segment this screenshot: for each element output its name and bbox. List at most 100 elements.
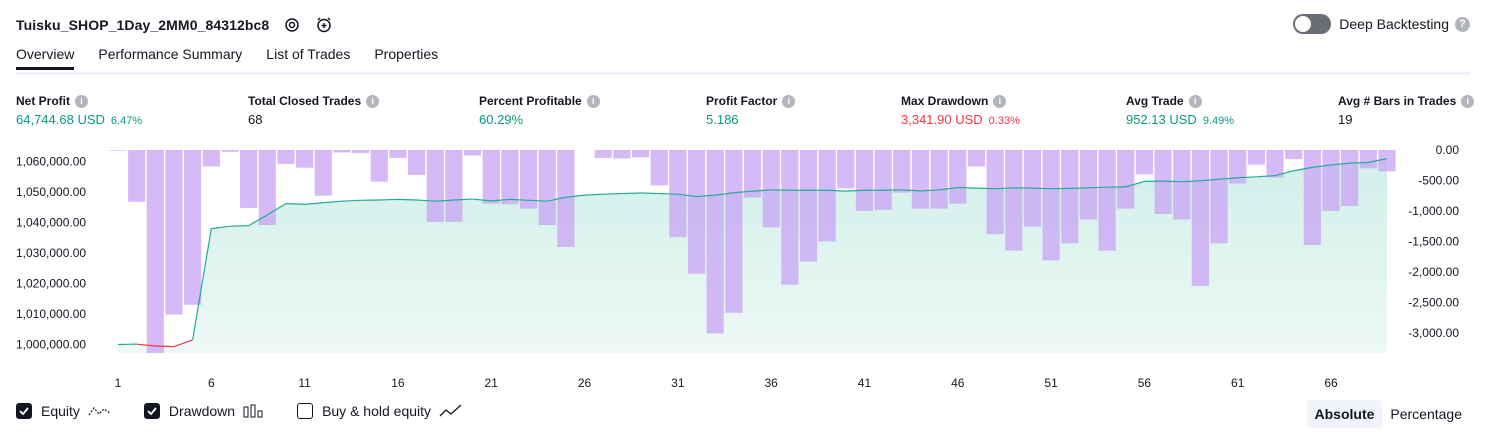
drawdown-bar (1341, 150, 1359, 207)
metric-total-closed-trades: Total Closed Trades i 68 (248, 94, 380, 127)
equity-line-segment (266, 203, 287, 216)
drawdown-bar (1173, 150, 1191, 220)
left-axis-tick-label: 1,000,000.00 (16, 337, 86, 351)
equity-line-segment (416, 199, 436, 202)
right-axis-tick-label: -1,500.00 (1408, 234, 1459, 248)
drawdown-bar (109, 150, 127, 151)
x-axis-tick-label: 66 (1324, 376, 1338, 390)
drawdown-bar (1042, 150, 1060, 261)
equity-line-segment (715, 192, 734, 196)
drawdown-bar (501, 150, 519, 205)
drawdown-bar (967, 150, 986, 167)
x-axis-tick-label: 26 (578, 376, 592, 390)
drawdown-label: Drawdown (168, 403, 236, 419)
tab-properties[interactable]: Properties (374, 46, 439, 62)
info-icon[interactable]: i (1461, 94, 1475, 108)
info-icon[interactable]: i (782, 94, 796, 108)
help-icon[interactable]: ? (1455, 16, 1470, 32)
drawdown-bar (1210, 150, 1228, 244)
drawdown-bar (352, 150, 370, 154)
metric-label: Percent Profitable (479, 94, 582, 108)
right-axis-tick-label: -2,000.00 (1408, 265, 1459, 279)
x-axis-tick-label: 31 (671, 376, 685, 390)
x-axis-tick-label: 11 (298, 376, 311, 390)
drawdown-bar (1061, 150, 1079, 244)
tab-list-of-trades[interactable]: List of Trades (266, 46, 351, 62)
metric-value: 60.29% (479, 112, 524, 127)
equity-line-segment (1256, 175, 1276, 178)
equity-line-segment (827, 189, 846, 192)
drawdown-bar (1191, 150, 1209, 286)
drawdown-bar (1303, 150, 1321, 246)
settings-icon[interactable] (283, 16, 301, 34)
equity-line-segment (1200, 178, 1220, 182)
drawdown-bar (930, 150, 948, 209)
equity-line-segment (472, 198, 492, 202)
drawdown-bar (911, 150, 930, 209)
drawdown-bar (370, 150, 388, 182)
drawdown-bar (1098, 150, 1116, 251)
equity-line-segment (995, 187, 1014, 190)
equity-line-segment (845, 189, 865, 192)
metric-value: 68 (248, 112, 263, 127)
info-icon[interactable]: i (366, 94, 380, 108)
drawdown-checkbox[interactable]: Drawdown (143, 403, 265, 419)
add-alert-icon[interactable] (315, 16, 333, 34)
drawdown-bar (1229, 150, 1247, 184)
equity-line-segment (1274, 170, 1294, 177)
drawdown-bar (1117, 150, 1135, 209)
drawdown-bar (1266, 150, 1284, 178)
drawdown-bar (445, 150, 463, 222)
info-icon[interactable]: i (75, 94, 88, 108)
drawdown-bar (389, 150, 407, 158)
info-icon[interactable]: i (1188, 94, 1202, 108)
drawdown-bar (482, 150, 500, 204)
equity-line-segment (173, 339, 193, 348)
equity-line-segment (1368, 157, 1388, 164)
drawdown-bar (240, 150, 258, 208)
tab-performance-summary[interactable]: Performance Summary (98, 46, 243, 62)
metric-value: 5.186 (706, 112, 739, 127)
equity-line-segment (323, 200, 342, 204)
equity-line-segment (565, 194, 585, 198)
absolute-button[interactable]: Absolute (1306, 400, 1383, 428)
metric-max-drawdown: Max Drawdown i 3,341.90 USD 0.33% (901, 94, 1020, 127)
metric-percent: 0.33% (988, 115, 1020, 127)
drawdown-bar (333, 150, 351, 153)
info-icon[interactable]: i (993, 94, 1007, 108)
buy-hold-checkbox[interactable]: Buy & hold equity (297, 403, 463, 419)
equity-line-segment (229, 224, 249, 227)
drawdown-bar (725, 150, 743, 313)
equity-line-segment (491, 198, 510, 202)
drawdown-bar (184, 150, 202, 305)
equity-checkbox[interactable]: Equity (16, 403, 112, 419)
drawdown-bar (277, 150, 295, 165)
equity-drawdown-chart[interactable]: 1,000,000.00 1,010,000.00 1,020,000.00 1,03… (0, 140, 1486, 390)
drawdown-bar (1322, 150, 1340, 211)
equity-line-segment (1163, 180, 1182, 183)
equity-line-segment (547, 196, 567, 202)
info-icon[interactable]: i (586, 94, 600, 108)
equity-line-segment (379, 198, 398, 201)
equity-line-segment (1218, 177, 1238, 180)
drawdown-bar (781, 150, 799, 285)
equity-line-segment (341, 199, 361, 202)
equity-line-segment (1032, 187, 1052, 190)
deep-backtesting-toggle[interactable] (1293, 14, 1332, 34)
metric-label: Avg Trade (1126, 94, 1184, 108)
checkbox-checked-icon (16, 403, 32, 419)
metric-label: Net Profit (16, 94, 70, 108)
equity-line-segment (939, 186, 958, 191)
equity-line-segment (509, 198, 529, 201)
drawdown-bar (818, 150, 836, 242)
left-axis-tick-label: 1,060,000.00 (16, 155, 86, 169)
equity-line-segment (733, 190, 753, 194)
tab-overview[interactable]: Overview (16, 46, 75, 70)
metric-net-profit: Net Profit i 64,744.68 USD 6.47% (16, 94, 142, 127)
percentage-button[interactable]: Percentage (1390, 406, 1462, 422)
equity-line-segment (957, 186, 977, 189)
metric-label: Total Closed Trades (248, 94, 362, 108)
equity-line-segment (136, 343, 156, 347)
drawdown-bar (314, 150, 332, 196)
drawdown-bar (949, 150, 967, 204)
